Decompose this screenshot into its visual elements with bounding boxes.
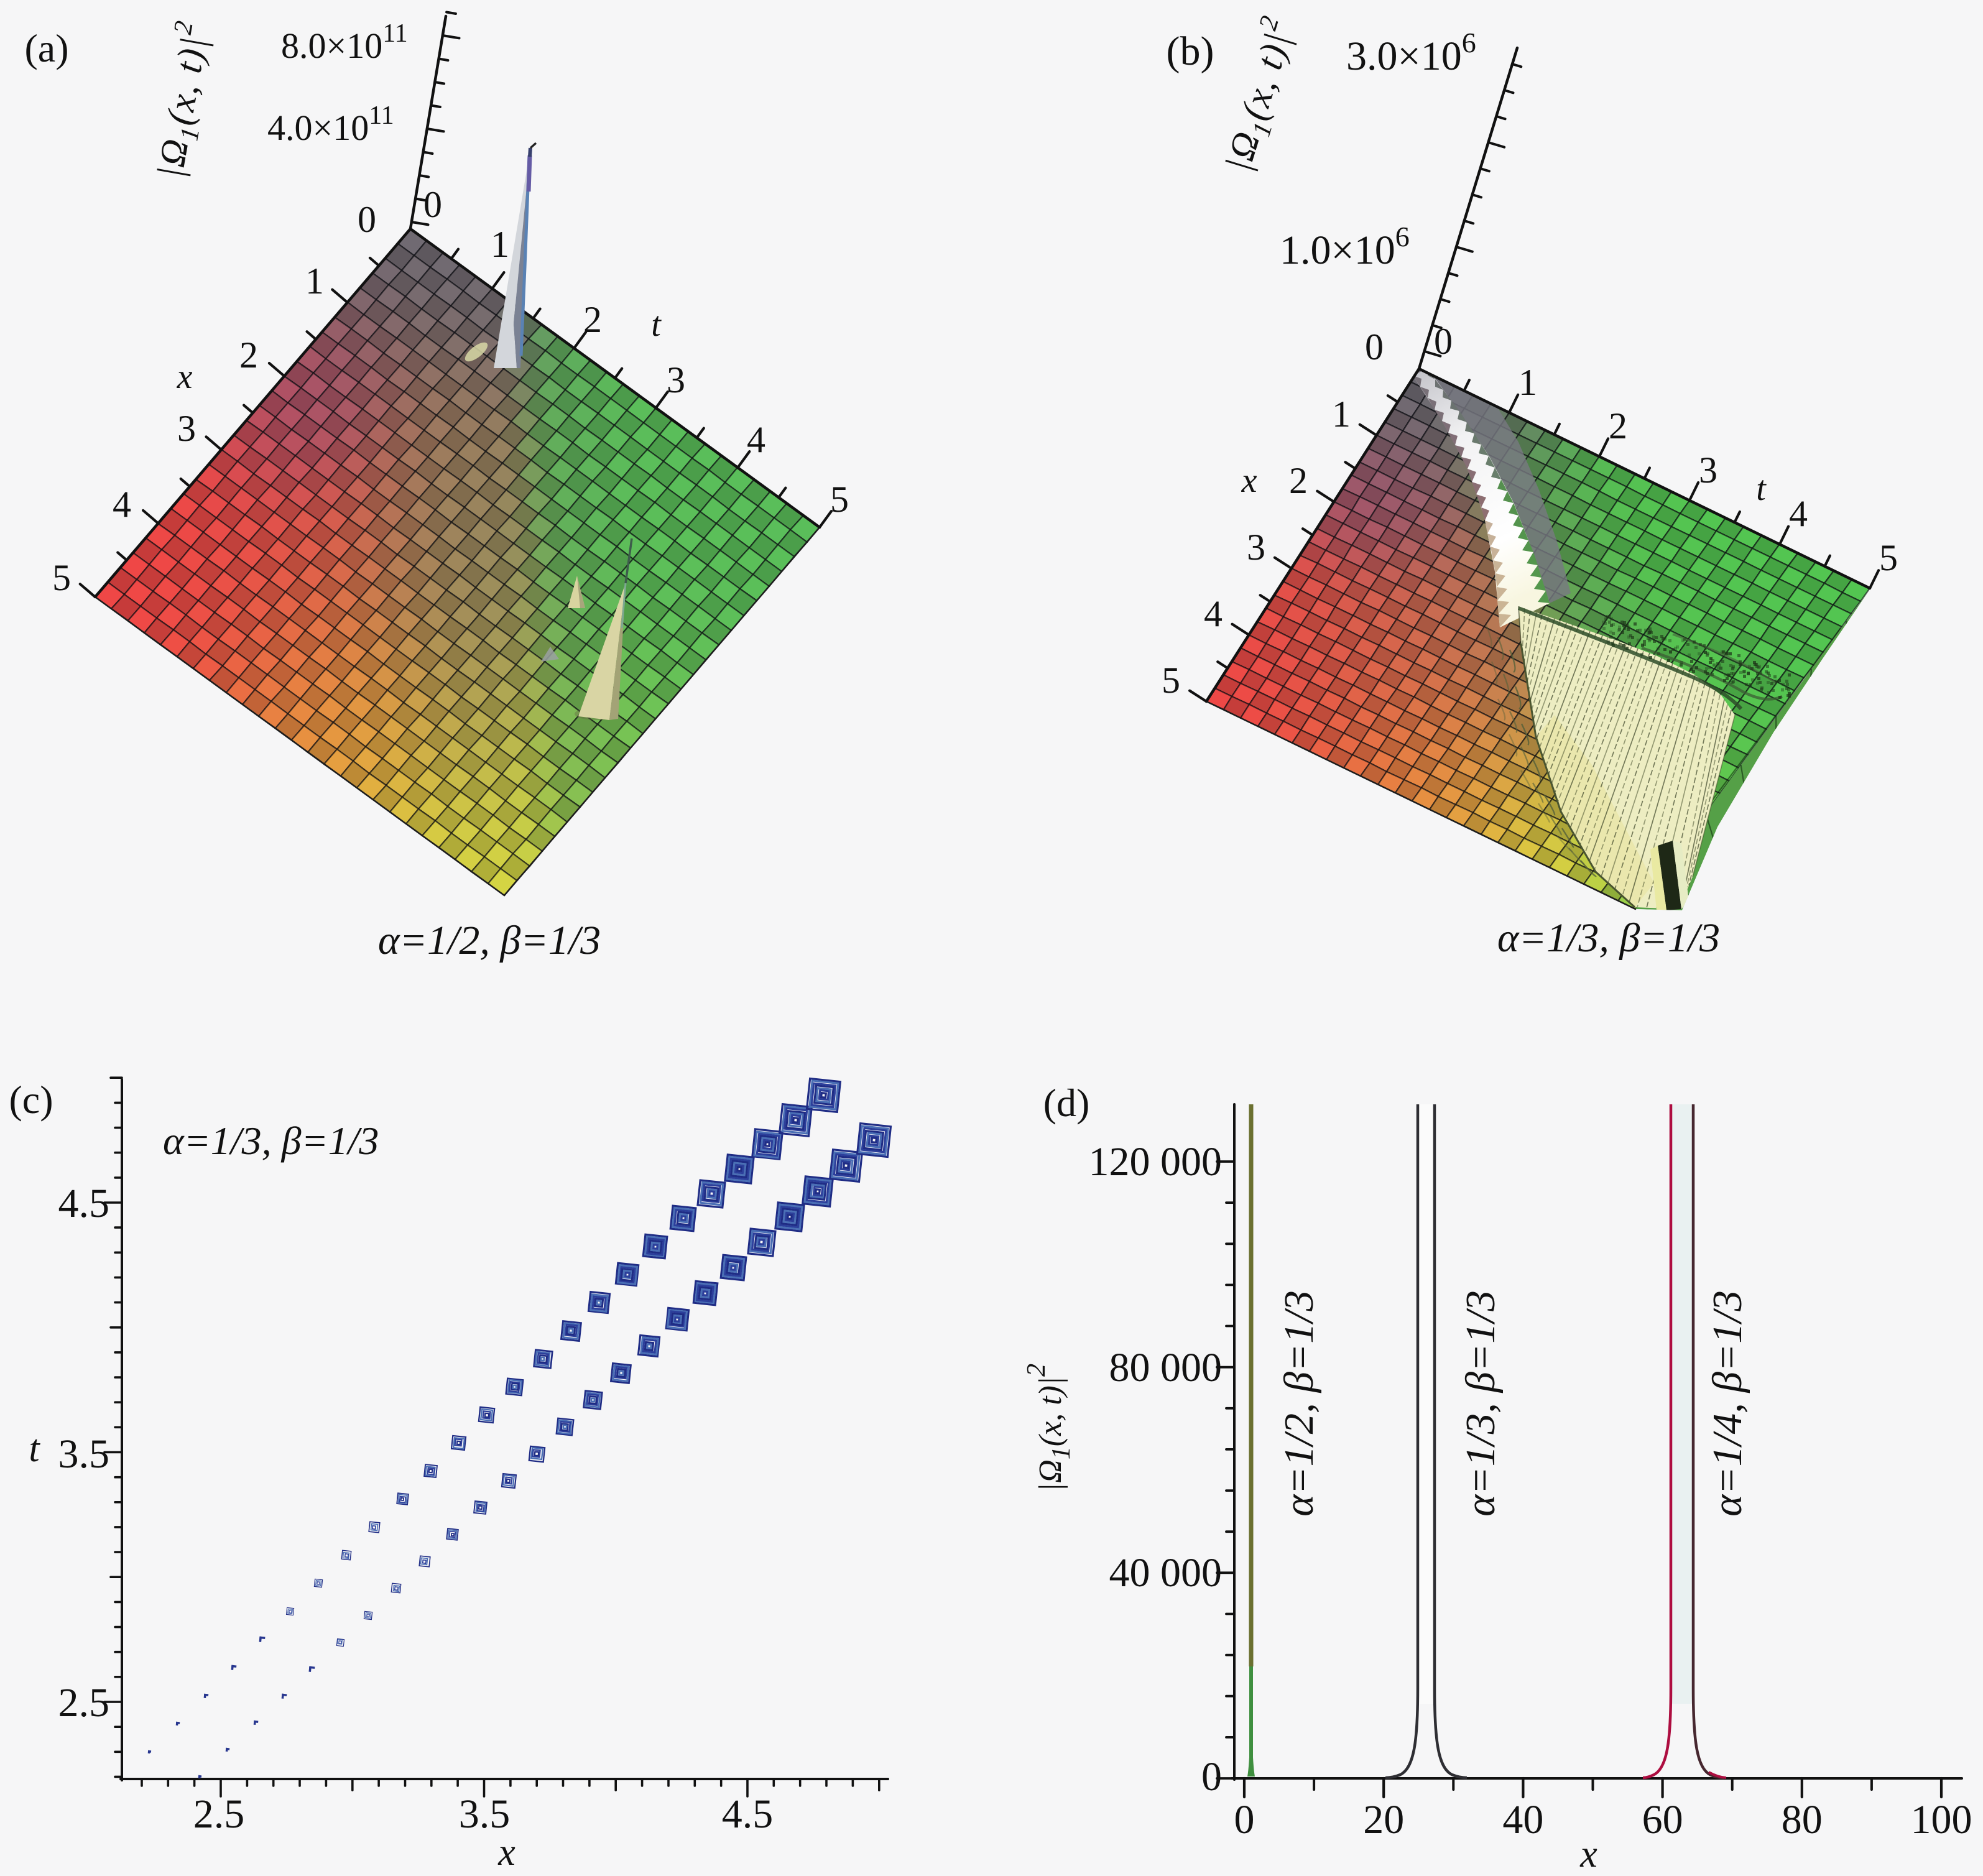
svg-text:3: 3 [1247, 527, 1265, 568]
svg-text:120 000: 120 000 [1089, 1139, 1223, 1185]
svg-text:α=1/4, β=1/3: α=1/4, β=1/3 [1704, 1290, 1750, 1517]
svg-text:t: t [29, 1428, 40, 1470]
svg-text:t: t [1756, 469, 1767, 508]
svg-text:x: x [1241, 461, 1257, 500]
svg-text:(a): (a) [24, 26, 68, 70]
svg-text:80: 80 [1782, 1797, 1823, 1842]
svg-text:α=1/2, β=1/3: α=1/2, β=1/3 [378, 918, 601, 963]
svg-text:(d): (d) [1043, 1081, 1090, 1125]
svg-text:x: x [177, 358, 193, 396]
svg-text:5: 5 [1162, 660, 1180, 701]
svg-text:0: 0 [1434, 321, 1453, 362]
svg-text:1.0×106: 1.0×106 [1280, 221, 1410, 273]
svg-text:(b): (b) [1167, 29, 1214, 74]
svg-text:2.5: 2.5 [193, 1791, 245, 1837]
svg-text:x: x [497, 1831, 515, 1874]
svg-text:0: 0 [423, 184, 442, 225]
svg-text:4: 4 [747, 419, 765, 460]
svg-text:α=1/3, β=1/3: α=1/3, β=1/3 [1497, 915, 1720, 961]
svg-text:60: 60 [1642, 1797, 1683, 1842]
svg-text:5: 5 [830, 479, 849, 520]
svg-text:2: 2 [583, 299, 602, 340]
svg-text:40 000: 40 000 [1109, 1550, 1223, 1596]
svg-text:3: 3 [177, 408, 196, 449]
svg-text:4.5: 4.5 [722, 1791, 774, 1837]
svg-text:20: 20 [1363, 1797, 1404, 1842]
svg-text:1: 1 [305, 261, 324, 302]
svg-text:3.5: 3.5 [58, 1431, 110, 1477]
svg-text:3: 3 [667, 359, 685, 400]
svg-text:2: 2 [1609, 405, 1627, 446]
svg-text:40: 40 [1502, 1797, 1543, 1842]
svg-text:0: 0 [1234, 1797, 1255, 1842]
svg-text:5: 5 [52, 557, 71, 598]
svg-text:α=1/3, β=1/3: α=1/3, β=1/3 [163, 1119, 379, 1163]
svg-text:4: 4 [113, 484, 131, 525]
svg-text:0: 0 [358, 199, 376, 240]
svg-text:0: 0 [1365, 326, 1384, 367]
svg-text:2: 2 [239, 335, 258, 376]
svg-text:4.5: 4.5 [58, 1181, 110, 1226]
svg-text:1: 1 [1518, 362, 1537, 403]
svg-text:(c): (c) [9, 1078, 53, 1122]
svg-text:2: 2 [1289, 460, 1308, 501]
svg-text:α=1/3, β=1/3: α=1/3, β=1/3 [1458, 1290, 1504, 1517]
svg-text:2.5: 2.5 [58, 1680, 110, 1726]
svg-text:0: 0 [1201, 1754, 1222, 1800]
svg-text:1: 1 [491, 224, 509, 265]
svg-text:5: 5 [1879, 537, 1898, 578]
svg-text:80 000: 80 000 [1109, 1345, 1223, 1390]
svg-text:x: x [1579, 1833, 1597, 1875]
svg-text:α=1/2, β=1/3: α=1/2, β=1/3 [1276, 1290, 1322, 1517]
svg-text:t: t [651, 305, 662, 344]
svg-text:3.0×106: 3.0×106 [1346, 27, 1476, 79]
svg-text:100: 100 [1911, 1797, 1972, 1842]
svg-text:4: 4 [1204, 593, 1223, 634]
svg-text:4: 4 [1789, 493, 1808, 534]
svg-text:3: 3 [1699, 450, 1717, 491]
svg-text:1: 1 [1332, 394, 1351, 435]
svg-text:3.5: 3.5 [459, 1791, 511, 1837]
